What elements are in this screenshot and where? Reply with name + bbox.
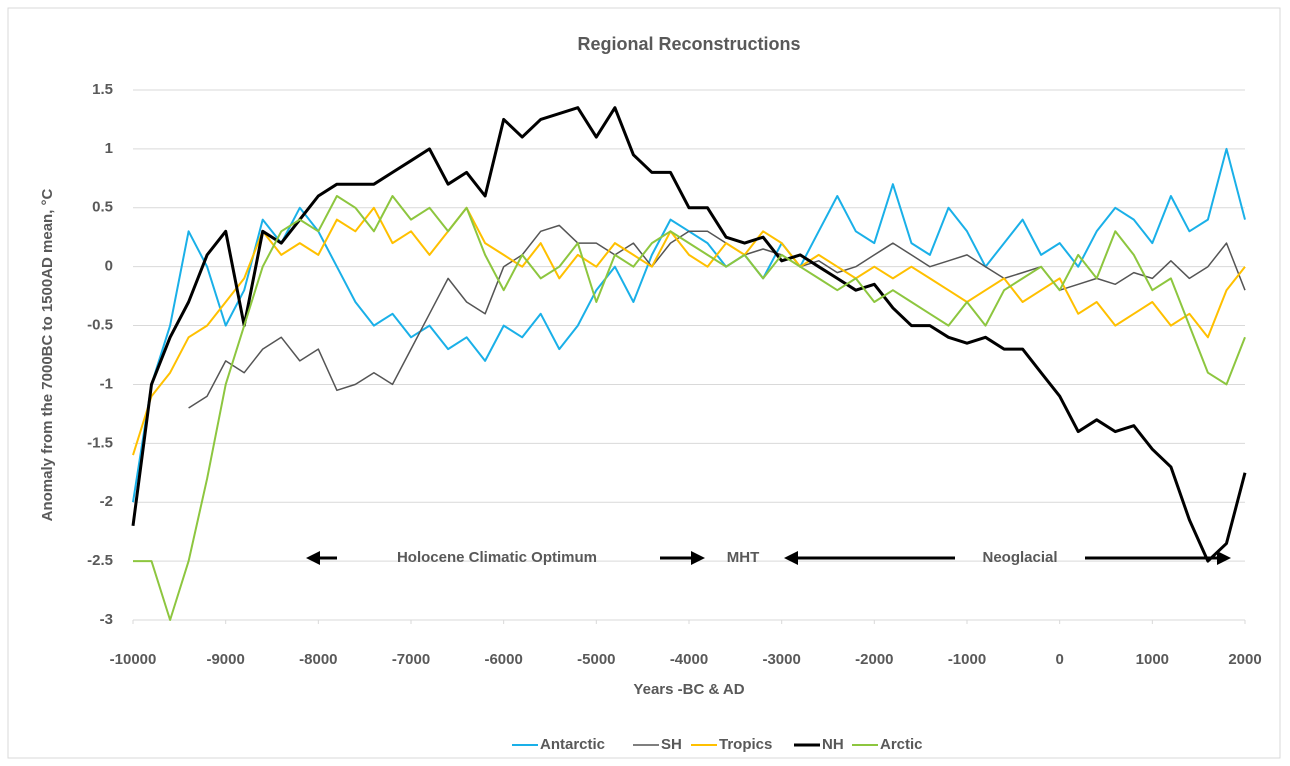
arrow-head bbox=[306, 551, 320, 565]
annotation: Neoglacial bbox=[982, 549, 1057, 566]
y-tick-label: -1 bbox=[100, 375, 113, 392]
annotation: MHT bbox=[727, 549, 760, 566]
y-tick-label: 1.5 bbox=[92, 81, 113, 98]
x-tick-label: 0 bbox=[1055, 651, 1063, 668]
chart-title: Regional Reconstructions bbox=[577, 34, 800, 54]
annotations: Holocene Climatic Optimum MHT Neoglacial bbox=[306, 549, 1231, 566]
annotation: Holocene Climatic Optimum bbox=[397, 549, 597, 566]
y-tick-label: 0 bbox=[105, 258, 113, 275]
y-tick-label: -0.5 bbox=[87, 317, 113, 334]
series-line bbox=[133, 195, 1246, 621]
y-tick-label: -2.5 bbox=[87, 552, 113, 569]
x-tick-label: -8000 bbox=[299, 651, 337, 668]
legend-label: Tropics bbox=[719, 736, 772, 753]
legend-label: Arctic bbox=[880, 736, 923, 753]
series-line bbox=[132, 206, 1246, 456]
x-tick-label: -6000 bbox=[484, 651, 522, 668]
legend-label: NH bbox=[822, 736, 844, 753]
chart-frame bbox=[7, 7, 1281, 759]
y-axis-label: Anomaly from the 7000BC to 1500AD mean, … bbox=[39, 188, 56, 521]
legend-label: Antarctic bbox=[540, 736, 605, 753]
x-tick-label: -5000 bbox=[577, 651, 615, 668]
y-tick-label: -3 bbox=[100, 611, 113, 628]
x-tick-label: -10000 bbox=[110, 651, 157, 668]
series-line bbox=[188, 224, 1246, 409]
arrow-head bbox=[1217, 551, 1231, 565]
x-tick-label: -1000 bbox=[948, 651, 986, 668]
x-tick-label: -4000 bbox=[670, 651, 708, 668]
arrow-head bbox=[784, 551, 798, 565]
x-tick-label: -2000 bbox=[855, 651, 893, 668]
series-line bbox=[131, 106, 1247, 563]
y-tick-label: 0.5 bbox=[92, 199, 113, 216]
legend-label: SH bbox=[661, 736, 682, 753]
x-tick-label: -3000 bbox=[762, 651, 800, 668]
arrow-head bbox=[691, 551, 705, 565]
x-tick-label: 2000 bbox=[1228, 651, 1261, 668]
legend: Antarctic SH Tropics NH Arctic bbox=[512, 736, 923, 753]
x-axis-label: Years -BC & AD bbox=[633, 681, 744, 698]
y-tick-label: -2 bbox=[100, 493, 113, 510]
y-tick-label: -1.5 bbox=[87, 434, 113, 451]
plot-area: 1.510.50-0.5-1-1.5-2-2.5-3-10000 -9000 -80… bbox=[87, 81, 1262, 668]
y-tick-label: 1 bbox=[105, 140, 113, 157]
x-tick-label: -7000 bbox=[392, 651, 430, 668]
x-tick-label: 1000 bbox=[1136, 651, 1169, 668]
x-tick-label: -9000 bbox=[206, 651, 244, 668]
